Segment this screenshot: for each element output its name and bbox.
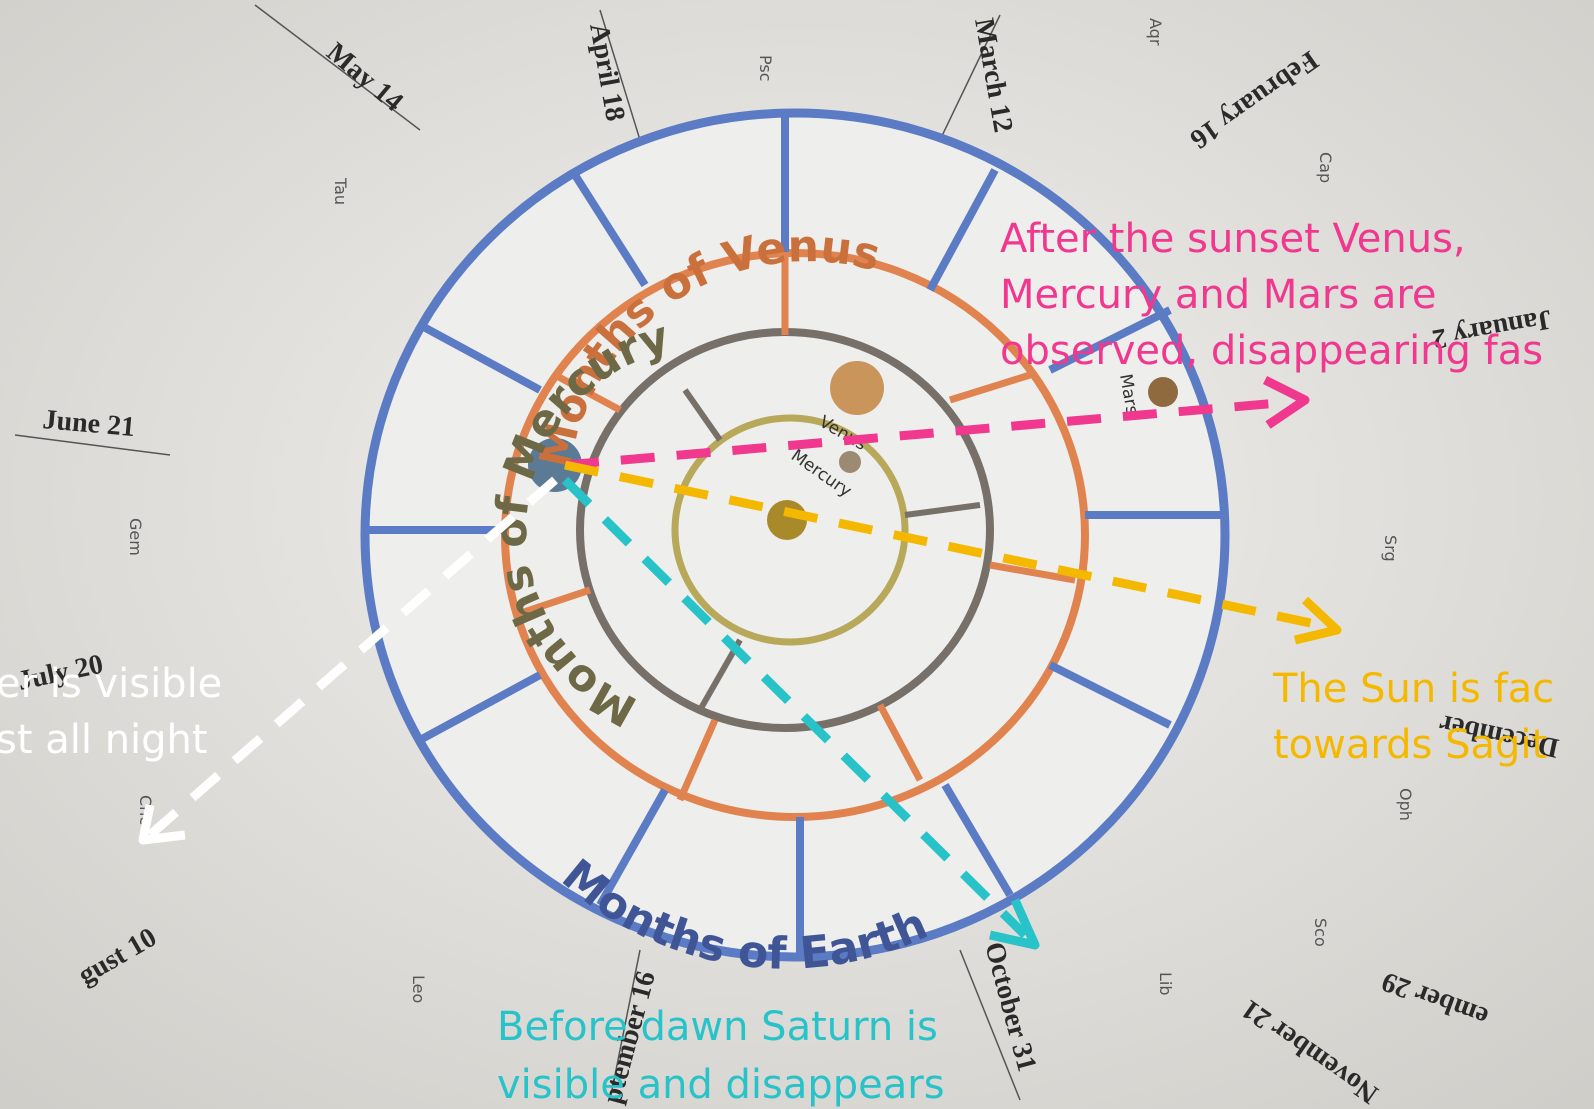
annotation-line: After the sunset Venus, bbox=[1000, 216, 1466, 262]
annotation-line: st all night bbox=[0, 717, 208, 763]
constellation-label: Leo bbox=[409, 975, 428, 1003]
constellation-label: Lib bbox=[1156, 972, 1175, 996]
constellation-label: Sco bbox=[1311, 918, 1330, 947]
annotation-line: visible and disappears bbox=[497, 1062, 945, 1108]
constellation-label: Cap bbox=[1316, 152, 1335, 183]
mars bbox=[1148, 377, 1178, 407]
venus bbox=[830, 361, 884, 415]
constellation-label: Aqr bbox=[1146, 18, 1165, 46]
annotation-line: Mercury and Mars are bbox=[1000, 272, 1437, 318]
annotation-line: towards Sagit bbox=[1273, 722, 1547, 768]
annotation-line: observed, disappearing fas bbox=[1000, 328, 1543, 374]
mercury bbox=[839, 451, 861, 473]
annotation-line: Before dawn Saturn is bbox=[497, 1004, 938, 1050]
constellation-label: Srg bbox=[1381, 535, 1400, 562]
page: Months of Venus Months of Mercury Months… bbox=[0, 0, 1594, 1109]
photo: Months of Venus Months of Mercury Months… bbox=[0, 0, 1594, 1109]
annotation-line: er is visible bbox=[0, 661, 222, 707]
constellation-label: Tau bbox=[331, 177, 350, 205]
constellation-label: Psc bbox=[756, 55, 775, 82]
annotation-line: The Sun is fac bbox=[1272, 666, 1554, 712]
constellation-label: Oph bbox=[1396, 788, 1415, 821]
sun-pin bbox=[767, 500, 807, 540]
constellation-label: Gem bbox=[126, 518, 145, 556]
